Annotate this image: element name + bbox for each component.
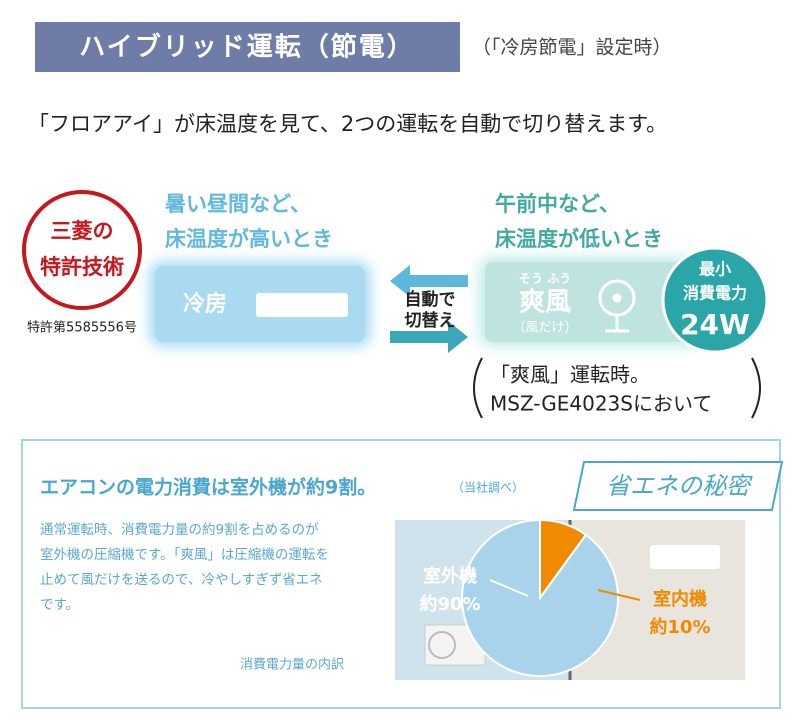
tag: 省エネの秘密 <box>606 472 753 500</box>
power-note: MSZ-GE4023Sにおいて <box>490 392 712 416</box>
slice-name: 室外機 <box>423 565 477 587</box>
tag-box <box>572 461 784 511</box>
panel-source: （当社調べ） <box>452 480 524 495</box>
leader-line <box>597 589 641 601</box>
patent-badge <box>22 190 142 310</box>
slice-label: 約90% <box>419 593 480 615</box>
power-note: 「爽風」運転時。 <box>490 363 650 387</box>
condition: 床温度が高いとき <box>165 227 333 251</box>
fan-icon <box>598 279 636 333</box>
paren <box>473 357 483 419</box>
panel-heading: エアコンの電力消費は室外機が約9割。 <box>40 476 376 499</box>
patent-number: 特許第5585556号 <box>27 321 137 336</box>
paren <box>751 357 761 419</box>
switch-label: 切替え <box>405 310 456 331</box>
power-value: 24W <box>680 308 750 341</box>
body-line: です。 <box>40 597 79 613</box>
arrow-left <box>390 265 468 297</box>
slice-label: 約10% <box>649 616 710 638</box>
ac-unit-icon <box>256 293 348 317</box>
title: ハイブリッド運転（節電） <box>79 32 414 63</box>
ruby: そう ふう <box>519 272 571 286</box>
body-line: 室外機の圧縮機です。「爽風」は圧縮機の運転を <box>40 546 329 563</box>
slice-name: 室内機 <box>653 588 707 610</box>
leader-line <box>489 579 529 597</box>
condition: 暑い昼間など、 <box>165 192 311 216</box>
body-line: 止めて風だけを送るので、冷やしすぎず省エネ <box>40 572 323 588</box>
arrow-right <box>390 321 468 353</box>
caption: 消費電力量の内訳 <box>240 657 344 673</box>
pie-chart <box>461 518 619 677</box>
power-line: 最小 <box>699 260 731 279</box>
title-note: （「冷房節電」設定時） <box>472 37 672 59</box>
indoor-unit-icon <box>650 545 720 569</box>
mode: 爽風 <box>519 288 571 318</box>
power-line: 消費電力 <box>683 284 747 303</box>
switch-label: 自動で <box>405 289 456 310</box>
body-line: 通常運転時、消費電力量の約9割を占めるのが <box>40 521 319 538</box>
badge-line: 特許技術 <box>40 255 124 279</box>
mode: 冷房 <box>183 291 227 317</box>
breeze-box <box>485 262 695 342</box>
pie-slice <box>461 518 619 677</box>
badge-line: 三菱の <box>51 219 114 243</box>
mode-sub: （風だけ） <box>512 321 577 336</box>
outdoor-fan-icon <box>428 631 456 659</box>
title-box <box>35 22 460 72</box>
condition: 床温度が低いとき <box>495 227 663 251</box>
lead: 「フロアアイ」が床温度を見て、2つの運転を自動で切り替えます。 <box>28 112 667 136</box>
condition: 午前中など、 <box>495 192 620 216</box>
power-circle <box>661 246 769 354</box>
